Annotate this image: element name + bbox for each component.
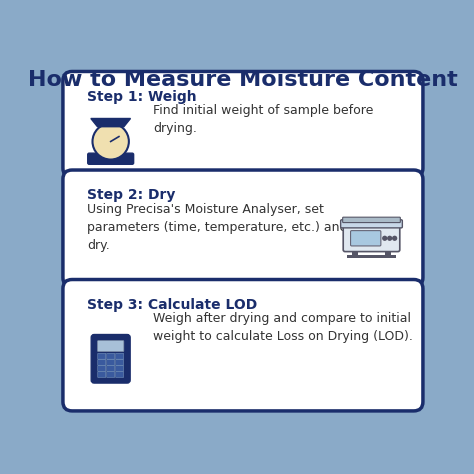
Polygon shape — [91, 118, 130, 127]
FancyBboxPatch shape — [107, 365, 115, 372]
Text: Step 2: Dry: Step 2: Dry — [87, 188, 175, 202]
Text: Using Precisa's Moisture Analyser, set
parameters (time, temperature, etc.) and
: Using Precisa's Moisture Analyser, set p… — [87, 203, 347, 252]
Circle shape — [392, 236, 397, 241]
FancyBboxPatch shape — [88, 153, 134, 164]
Text: Step 3: Calculate LOD: Step 3: Calculate LOD — [87, 298, 257, 312]
FancyBboxPatch shape — [98, 341, 124, 352]
FancyBboxPatch shape — [107, 353, 115, 359]
Bar — [346, 255, 396, 258]
FancyBboxPatch shape — [116, 353, 124, 359]
Circle shape — [92, 123, 129, 160]
FancyBboxPatch shape — [98, 353, 106, 359]
Bar — [385, 248, 391, 258]
FancyBboxPatch shape — [63, 280, 423, 411]
FancyBboxPatch shape — [107, 359, 115, 365]
FancyBboxPatch shape — [116, 359, 124, 365]
FancyBboxPatch shape — [98, 372, 106, 377]
Text: Weigh after drying and compare to initial
weight to calculate Loss on Drying (LO: Weigh after drying and compare to initia… — [153, 312, 413, 343]
Text: Step 1: Weigh: Step 1: Weigh — [87, 90, 196, 104]
Circle shape — [382, 236, 387, 241]
Bar — [352, 248, 357, 258]
FancyBboxPatch shape — [351, 231, 381, 246]
FancyBboxPatch shape — [63, 170, 423, 287]
FancyBboxPatch shape — [98, 365, 106, 372]
FancyBboxPatch shape — [116, 372, 124, 377]
FancyBboxPatch shape — [107, 372, 115, 377]
FancyBboxPatch shape — [343, 225, 400, 252]
FancyBboxPatch shape — [341, 220, 402, 228]
FancyBboxPatch shape — [63, 72, 423, 177]
FancyBboxPatch shape — [91, 335, 130, 383]
FancyBboxPatch shape — [98, 359, 106, 365]
FancyBboxPatch shape — [343, 217, 401, 223]
FancyBboxPatch shape — [116, 365, 124, 372]
Circle shape — [387, 236, 392, 241]
Text: Find initial weight of sample before
drying.: Find initial weight of sample before dry… — [153, 104, 374, 136]
Text: How to Measure Moisture Content: How to Measure Moisture Content — [28, 70, 458, 90]
